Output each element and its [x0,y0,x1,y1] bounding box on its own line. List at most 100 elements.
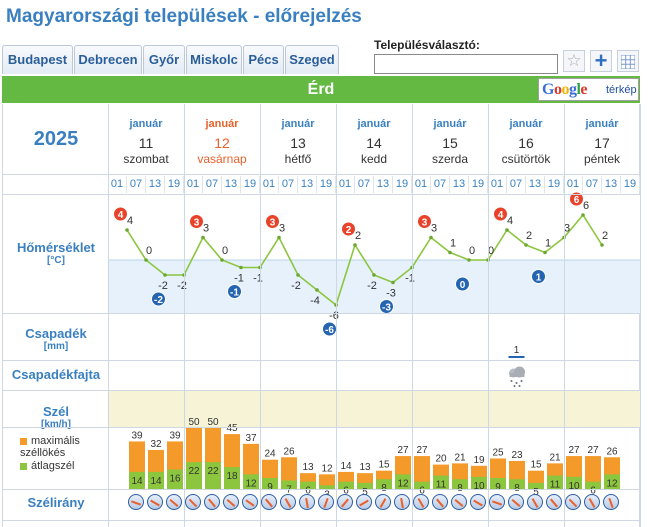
tab-miskolc[interactable]: Miskolc [186,45,242,74]
wind-arrow [608,497,614,509]
wind-direction-icon [242,494,258,510]
tab-szeged[interactable]: Szeged [285,45,339,74]
hour-label: 07 [203,176,222,193]
hour-label: 13 [146,176,165,193]
day-weekday: hétfő [284,152,312,166]
hour-label: 01 [108,176,127,193]
wind-arrow [436,498,444,508]
temperature-row-label: Hőmérséklet [°C] [16,240,96,266]
wind-arrow [341,498,349,508]
wind-direction-icon [375,494,391,510]
hour-label: 13 [602,176,621,193]
grid-line [2,427,640,428]
wind-direction-icon [603,494,619,510]
wind-arrow [130,500,142,506]
day-number: 14 [366,135,382,151]
hour-label: 01 [336,176,355,193]
precipitation-row-label: Csapadék [mm] [25,326,87,352]
hour-label: 01 [488,176,507,193]
hour-label: 07 [583,176,602,193]
day-divider [108,104,109,527]
day-divider [564,104,565,527]
favorite-star-icon[interactable]: ☆ [563,50,585,72]
wind-direction-icon [166,494,182,510]
wind-arrow [454,499,464,507]
wind-arrow [305,497,309,509]
hour-label: 19 [241,176,260,193]
tab-budapest[interactable]: Budapest [2,45,73,74]
grid-line [2,194,640,195]
wind-arrow [323,497,329,509]
wind-arrow [417,498,425,508]
hour-label: 01 [260,176,279,193]
day-number: 11 [138,135,154,151]
hour-label: 07 [431,176,450,193]
wind-direction-icon [299,494,315,510]
forecast-grid [2,104,640,527]
city-selector-label: Településválasztó: [374,38,480,52]
wind-direction-icon [432,494,448,510]
grid-line [2,390,640,391]
wind-direction-icon [204,494,220,510]
wind-arrow [359,499,369,507]
hour-label: 07 [127,176,146,193]
wind-direction-icon [261,494,277,510]
day-month: január [433,118,467,130]
legend-avg: átlagszél [20,460,74,472]
hour-label: 01 [564,176,583,193]
day-weekday: szombat [123,152,169,166]
wind-direction-icon [470,494,486,510]
wind-direction-row-label: Szélirány [27,495,85,510]
hour-label: 19 [165,176,184,193]
wind-direction-icon [546,494,562,510]
wind-arrow [588,498,596,508]
day-divider [640,104,641,527]
city-name-bar: Érd [2,76,640,103]
day-number: 12 [214,135,230,151]
add-icon[interactable]: + [590,50,612,72]
wind-direction-icon [280,494,296,510]
tab-gyor[interactable]: Győr [143,45,185,74]
grid-line [2,520,640,521]
wind-arrow [226,499,236,507]
day-header: január 11 szombat [108,104,184,174]
day-month: január [281,118,315,130]
hour-label: 07 [507,176,526,193]
day-weekday: csütörtök [501,152,551,166]
wind-direction-icon [318,494,334,510]
day-weekday: péntek [583,152,621,166]
day-divider [260,104,261,527]
city-selector-input[interactable] [374,54,558,74]
wind-arrow [531,498,539,508]
google-map-button[interactable]: Google térkép [538,78,639,101]
wind-direction-icon [413,494,429,510]
day-weekday: kedd [360,152,388,166]
day-number: 17 [594,135,610,151]
page-title: Magyarországi települések - előrejelzés [6,6,362,27]
day-month: január [357,118,391,130]
day-divider [184,104,185,527]
wind-direction-icon [356,494,372,510]
wind-row-label: Szél [km/h] [41,404,71,430]
day-weekday: szerda [431,152,469,166]
wind-direction-icon [489,494,505,510]
wind-direction-icon [185,494,201,510]
tab-debrecen[interactable]: Debrecen [74,45,142,74]
wind-arrow [550,498,558,508]
wind-direction-icon [394,494,410,510]
tab-pecs[interactable]: Pécs [243,45,284,74]
wind-arrow [473,499,483,507]
hour-label: 13 [526,176,545,193]
wind-arrow [169,499,179,507]
grid-line [2,174,640,175]
hour-label: 19 [621,176,640,193]
table-view-icon[interactable] [617,50,639,72]
day-header: január 15 szerda [412,104,488,174]
day-header: január 12 vasárnap [184,104,260,174]
wind-arrow [400,497,404,509]
wind-direction-icon [584,494,600,510]
legend-gust: maximális széllökés [20,435,80,459]
day-number: 15 [442,135,458,151]
wind-direction-icon [527,494,543,510]
hour-label: 19 [545,176,564,193]
